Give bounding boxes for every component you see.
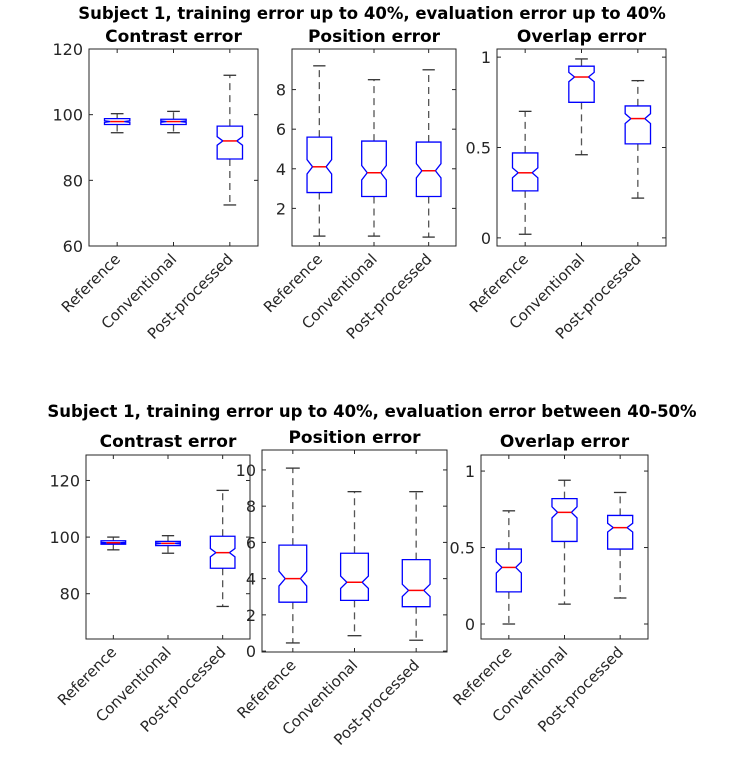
y-tick-label: 8 — [276, 81, 286, 100]
panel-overlap-error: Overlap error00.51ReferenceConventionalP… — [450, 432, 649, 736]
notched-box — [511, 152, 539, 192]
y-tick-label: 1 — [481, 48, 491, 67]
y-tick-label: 2 — [276, 199, 286, 218]
axes-box — [88, 48, 259, 247]
x-tick-label: Reference — [234, 656, 300, 722]
notched-box — [209, 535, 236, 569]
y-tick-label: 0.5 — [450, 539, 475, 558]
y-tick-label: 100 — [49, 528, 80, 547]
notched-box — [278, 544, 308, 603]
notched-box — [624, 105, 652, 145]
y-tick-label: 0 — [465, 615, 475, 634]
notched-box — [415, 141, 442, 198]
panel-position-error: Position error2468ReferenceConventionalP… — [260, 27, 457, 343]
notched-box — [339, 552, 370, 602]
suptitle: Subject 1, training error up to 40%, eva… — [47, 402, 697, 421]
notched-box — [216, 125, 244, 160]
y-tick-label: 0 — [481, 229, 491, 248]
notched-box — [568, 65, 595, 103]
panel-title: Position error — [308, 27, 441, 47]
panel-title: Contrast error — [105, 27, 242, 47]
notched-box — [401, 558, 431, 608]
panel-contrast-error: Contrast error6080100120ReferenceConvent… — [52, 27, 259, 343]
panel-contrast-error: Contrast error80100120ReferenceConventio… — [49, 432, 251, 736]
y-tick-label: 0 — [246, 642, 256, 661]
y-tick-label: 2 — [246, 606, 256, 625]
notched-box — [495, 548, 523, 593]
y-tick-label: 1 — [465, 462, 475, 481]
panel-overlap-error: Overlap error00.51ReferenceConventionalP… — [466, 27, 667, 343]
notched-box — [551, 497, 578, 543]
suptitle: Subject 1, training error up to 40%, eva… — [78, 4, 666, 23]
panel-title: Overlap error — [517, 27, 647, 47]
y-tick-label: 80 — [63, 171, 83, 190]
y-tick-label: 0.5 — [466, 139, 491, 158]
y-tick-label: 100 — [52, 106, 83, 125]
notched-box — [100, 540, 127, 545]
panel-title: Position error — [288, 428, 421, 448]
panel-position-error: Position error0246810ReferenceConvention… — [234, 428, 448, 749]
y-tick-label: 8 — [246, 497, 256, 516]
y-tick-label: 4 — [276, 160, 286, 179]
y-tick-label: 120 — [49, 471, 80, 490]
y-tick-label: 4 — [246, 570, 256, 589]
notched-box — [103, 117, 131, 126]
y-tick-label: 60 — [63, 237, 83, 256]
axes-box — [291, 48, 457, 247]
y-tick-label: 10 — [236, 461, 256, 480]
notched-box — [160, 118, 187, 126]
y-tick-label: 6 — [276, 120, 286, 139]
y-tick-label: 120 — [52, 40, 83, 59]
notched-box — [361, 140, 387, 198]
notched-box — [306, 136, 333, 194]
figure-row-1: Subject 1, training error up to 40%, eva… — [52, 4, 667, 343]
notched-box — [606, 514, 634, 550]
y-tick-label: 6 — [246, 533, 256, 552]
axes-box — [496, 48, 667, 247]
figure-row-2: Subject 1, training error up to 40%, eva… — [47, 402, 697, 749]
notched-box — [155, 540, 181, 547]
panel-title: Overlap error — [500, 432, 630, 452]
y-tick-label: 80 — [60, 585, 80, 604]
panel-title: Contrast error — [100, 432, 237, 452]
